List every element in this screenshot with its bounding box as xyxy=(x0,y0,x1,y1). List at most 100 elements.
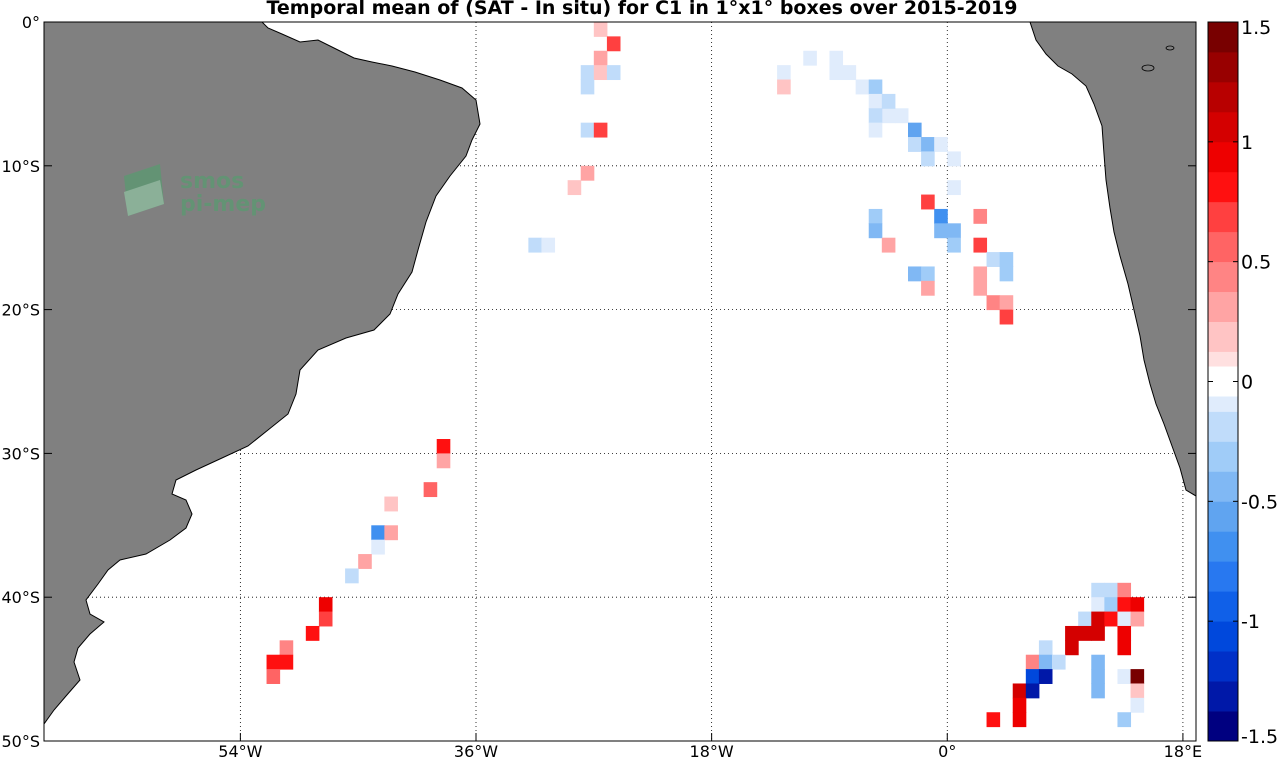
data-cell xyxy=(868,79,883,95)
data-cell xyxy=(436,453,451,469)
colorbar-segment xyxy=(1208,711,1238,742)
data-cell xyxy=(266,669,281,684)
colorbar-segment xyxy=(1208,231,1238,263)
data-cell xyxy=(934,208,948,224)
data-cell xyxy=(580,122,595,138)
data-cell xyxy=(908,137,922,152)
data-cell xyxy=(423,482,438,498)
data-cell xyxy=(1012,697,1027,713)
data-cell xyxy=(593,65,608,81)
data-cell xyxy=(606,65,621,81)
colorbar-segment xyxy=(1208,111,1238,143)
colorbar-tick-label: -0.5 xyxy=(1241,491,1278,513)
data-cell xyxy=(1130,597,1145,613)
data-cell xyxy=(1052,654,1066,670)
colorbar-segment xyxy=(1208,621,1238,652)
data-cell xyxy=(266,654,281,670)
data-cell xyxy=(1091,654,1105,670)
data-cell xyxy=(1130,697,1145,713)
data-cell xyxy=(318,611,333,627)
island xyxy=(1165,45,1175,51)
x-axis: 54°W 36°W 18°W 0° 18°E xyxy=(218,733,1202,761)
data-cell xyxy=(829,50,844,66)
data-cell xyxy=(1038,654,1053,670)
data-cell xyxy=(1091,625,1105,641)
data-cell xyxy=(1012,683,1027,699)
data-cell xyxy=(881,93,896,109)
colorbar-segment xyxy=(1208,171,1238,203)
data-cell xyxy=(1091,683,1105,699)
data-cell xyxy=(868,223,883,239)
data-cell xyxy=(777,65,791,81)
data-cell xyxy=(345,568,359,584)
data-cell xyxy=(606,36,621,52)
data-cell xyxy=(1091,611,1105,627)
colorbar-segment xyxy=(1208,22,1238,53)
data-cell xyxy=(855,79,870,95)
smos-pimep-logo: smos pi-mep xyxy=(124,164,266,217)
colorbar-segment xyxy=(1208,591,1238,622)
data-cell xyxy=(894,108,909,124)
data-cell xyxy=(1117,597,1132,613)
data-cell xyxy=(908,122,922,138)
data-cell xyxy=(986,295,1001,311)
data-cell xyxy=(1065,625,1079,641)
data-cell xyxy=(384,496,398,512)
data-cell xyxy=(921,137,935,152)
data-cell xyxy=(921,151,935,167)
data-cell xyxy=(384,525,398,541)
colorbar-segment xyxy=(1208,501,1238,532)
data-cell xyxy=(999,266,1014,282)
data-cell xyxy=(305,625,320,641)
data-cell xyxy=(973,266,988,282)
data-cell xyxy=(947,237,961,253)
colorbar-segment xyxy=(1208,81,1238,113)
colorbar-segment xyxy=(1208,321,1238,352)
data-cell xyxy=(999,309,1014,325)
data-cell xyxy=(829,65,844,81)
data-cell xyxy=(1104,611,1118,627)
y-tick-label: 40°S xyxy=(1,588,40,607)
colorbar-segment xyxy=(1208,201,1238,233)
data-cell xyxy=(1117,640,1132,656)
data-cell xyxy=(1104,582,1118,598)
data-cell xyxy=(1117,625,1132,641)
data-cell xyxy=(934,137,948,152)
x-tick-label: 18°W xyxy=(690,742,734,761)
data-cell xyxy=(1025,669,1040,684)
data-cells xyxy=(266,22,1145,728)
x-tick-label: 36°W xyxy=(454,742,498,761)
data-cell xyxy=(921,266,935,282)
data-cell xyxy=(1091,597,1105,613)
y-tick-label: 50°S xyxy=(1,732,40,751)
land-africa xyxy=(1029,22,1196,497)
colorbar-segment xyxy=(1208,531,1238,562)
data-cell xyxy=(1038,669,1053,684)
data-cell xyxy=(921,194,935,210)
x-tick-label: 0° xyxy=(938,742,956,761)
data-cell xyxy=(868,108,883,124)
data-cell xyxy=(358,554,372,569)
colorbar-segment xyxy=(1208,261,1238,293)
data-cell xyxy=(1117,582,1132,598)
data-cell xyxy=(593,22,608,37)
colorbar-segment xyxy=(1208,561,1238,592)
data-cell xyxy=(947,151,961,167)
data-cell xyxy=(1104,597,1118,613)
data-cell xyxy=(1025,683,1040,699)
data-cell xyxy=(1091,582,1105,598)
data-cell xyxy=(986,712,1001,728)
data-cell xyxy=(777,79,791,95)
data-cell xyxy=(842,65,857,81)
data-cell xyxy=(318,597,333,613)
island xyxy=(1141,64,1155,72)
data-cell xyxy=(567,180,582,196)
data-cell xyxy=(973,280,988,296)
data-cell xyxy=(279,654,294,670)
data-cell xyxy=(947,180,961,196)
colorbar-segment xyxy=(1208,441,1238,472)
data-cell xyxy=(973,208,988,224)
data-cell xyxy=(881,108,896,124)
data-cell xyxy=(528,237,542,253)
colorbar-segment xyxy=(1208,141,1238,173)
